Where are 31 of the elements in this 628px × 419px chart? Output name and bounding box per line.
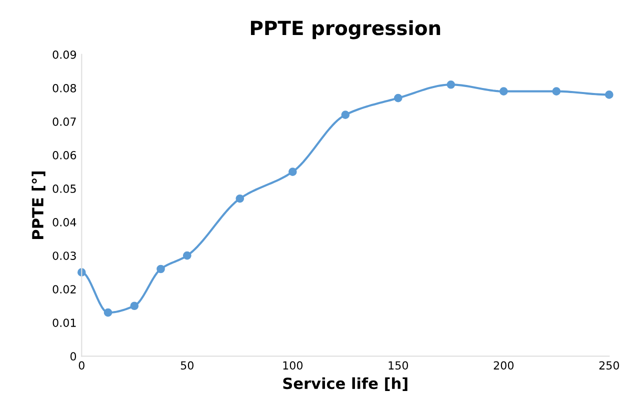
y-tick-label: 0.03 xyxy=(52,252,76,260)
y-axis-title: PPTE [°] xyxy=(32,172,46,239)
x-tick-label: 50 xyxy=(180,361,194,370)
chart-title: PPTE progression xyxy=(250,20,440,40)
y-tick-label: 0.01 xyxy=(52,318,76,328)
point xyxy=(104,308,112,317)
point xyxy=(288,168,297,176)
point xyxy=(341,110,350,119)
x-tick-label: 0 xyxy=(78,361,84,370)
point xyxy=(499,87,508,96)
point xyxy=(130,302,139,310)
point xyxy=(156,264,165,274)
y-tick-label: 0.07 xyxy=(52,117,76,126)
y-tick-label: 0.04 xyxy=(52,218,76,226)
y-tick-label: 0.02 xyxy=(52,285,76,294)
y-tick-label: 0 xyxy=(70,352,76,361)
point xyxy=(446,80,456,89)
y-tick-label: 0.05 xyxy=(52,184,76,193)
x-tick-label: 100 xyxy=(283,361,303,370)
y-tick-label: 0.06 xyxy=(52,151,76,160)
point xyxy=(552,87,561,96)
x-tick-label: 150 xyxy=(388,361,408,370)
y-tick-label: 0.09 xyxy=(52,50,76,59)
x-axis-title: Service life [h] xyxy=(283,377,408,391)
x-tick-label: 250 xyxy=(599,361,620,370)
point xyxy=(236,194,244,203)
point xyxy=(182,251,192,260)
point xyxy=(604,90,614,99)
x-tick-label: 200 xyxy=(494,361,514,370)
point xyxy=(394,94,402,102)
y-tick-label: 0.08 xyxy=(52,84,76,92)
